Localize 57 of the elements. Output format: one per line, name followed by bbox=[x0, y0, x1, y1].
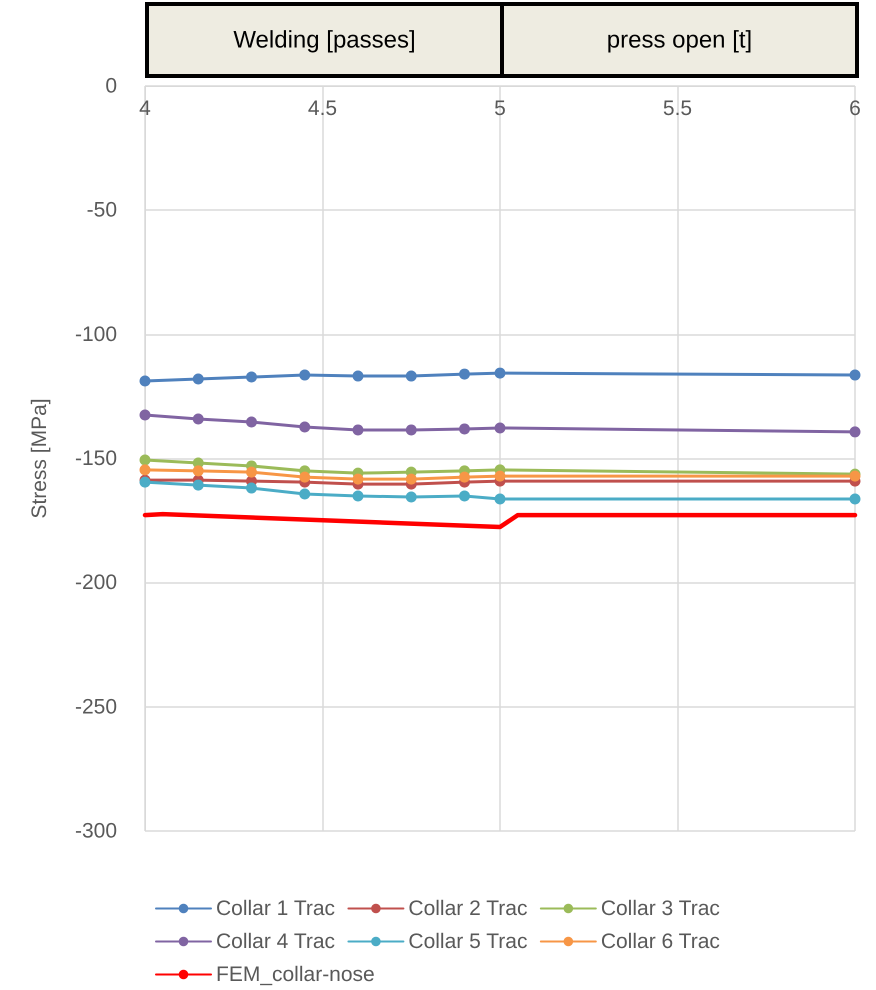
legend-label: Collar 5 Trac bbox=[408, 930, 528, 953]
point bbox=[299, 370, 310, 381]
legend-label: Collar 1 Trac bbox=[216, 897, 336, 920]
point bbox=[246, 372, 257, 383]
point bbox=[246, 482, 257, 494]
point bbox=[352, 474, 364, 485]
point bbox=[459, 423, 470, 434]
point bbox=[459, 490, 470, 502]
legend-label: Collar 6 Trac bbox=[600, 930, 720, 953]
point bbox=[406, 491, 417, 502]
point bbox=[140, 376, 150, 387]
point bbox=[299, 488, 310, 500]
point bbox=[494, 422, 506, 434]
point bbox=[192, 374, 204, 385]
legend-label: Collar 3 Trac bbox=[600, 897, 720, 920]
legend-label: FEM_collar-nose bbox=[216, 963, 375, 986]
point bbox=[299, 472, 310, 483]
x-tick-label: 5 bbox=[494, 97, 506, 120]
point bbox=[246, 416, 257, 428]
point bbox=[140, 454, 150, 466]
x-tick-label: 5.5 bbox=[662, 97, 692, 120]
y-tick-label: -50 bbox=[86, 198, 117, 222]
x-tick-label: 6 bbox=[849, 97, 861, 120]
point bbox=[140, 464, 150, 476]
legend-label: Collar 2 Trac bbox=[408, 897, 528, 920]
point bbox=[299, 421, 310, 432]
point bbox=[459, 368, 470, 380]
point bbox=[406, 474, 417, 485]
point bbox=[192, 480, 204, 491]
point bbox=[406, 370, 417, 382]
point bbox=[352, 370, 364, 382]
y-tick-label: -100 bbox=[74, 322, 117, 346]
point bbox=[246, 466, 257, 478]
point bbox=[192, 465, 204, 476]
point bbox=[140, 410, 150, 421]
y-axis-title: Stress [MPa] bbox=[28, 398, 51, 519]
point bbox=[494, 493, 506, 504]
y-tick-label: -150 bbox=[74, 447, 117, 470]
legend-label: Collar 4 Trac bbox=[216, 930, 336, 953]
x-tick-label: 4 bbox=[139, 97, 152, 120]
text: Welding [passes] bbox=[233, 26, 416, 54]
y-tick-label: -300 bbox=[74, 820, 117, 842]
point bbox=[850, 426, 860, 438]
y-tick-label: -200 bbox=[74, 571, 117, 594]
point bbox=[352, 424, 364, 436]
point bbox=[850, 370, 860, 381]
point bbox=[494, 470, 506, 482]
point bbox=[850, 493, 860, 504]
x-tick-label: 4.5 bbox=[308, 97, 338, 120]
text: press open [t] bbox=[606, 26, 752, 54]
point bbox=[406, 424, 417, 436]
y-tick-label: -250 bbox=[74, 695, 117, 718]
y-tick-label: 0 bbox=[105, 74, 117, 98]
point bbox=[494, 368, 506, 379]
point bbox=[352, 490, 364, 502]
point bbox=[192, 414, 204, 425]
point bbox=[459, 472, 470, 483]
